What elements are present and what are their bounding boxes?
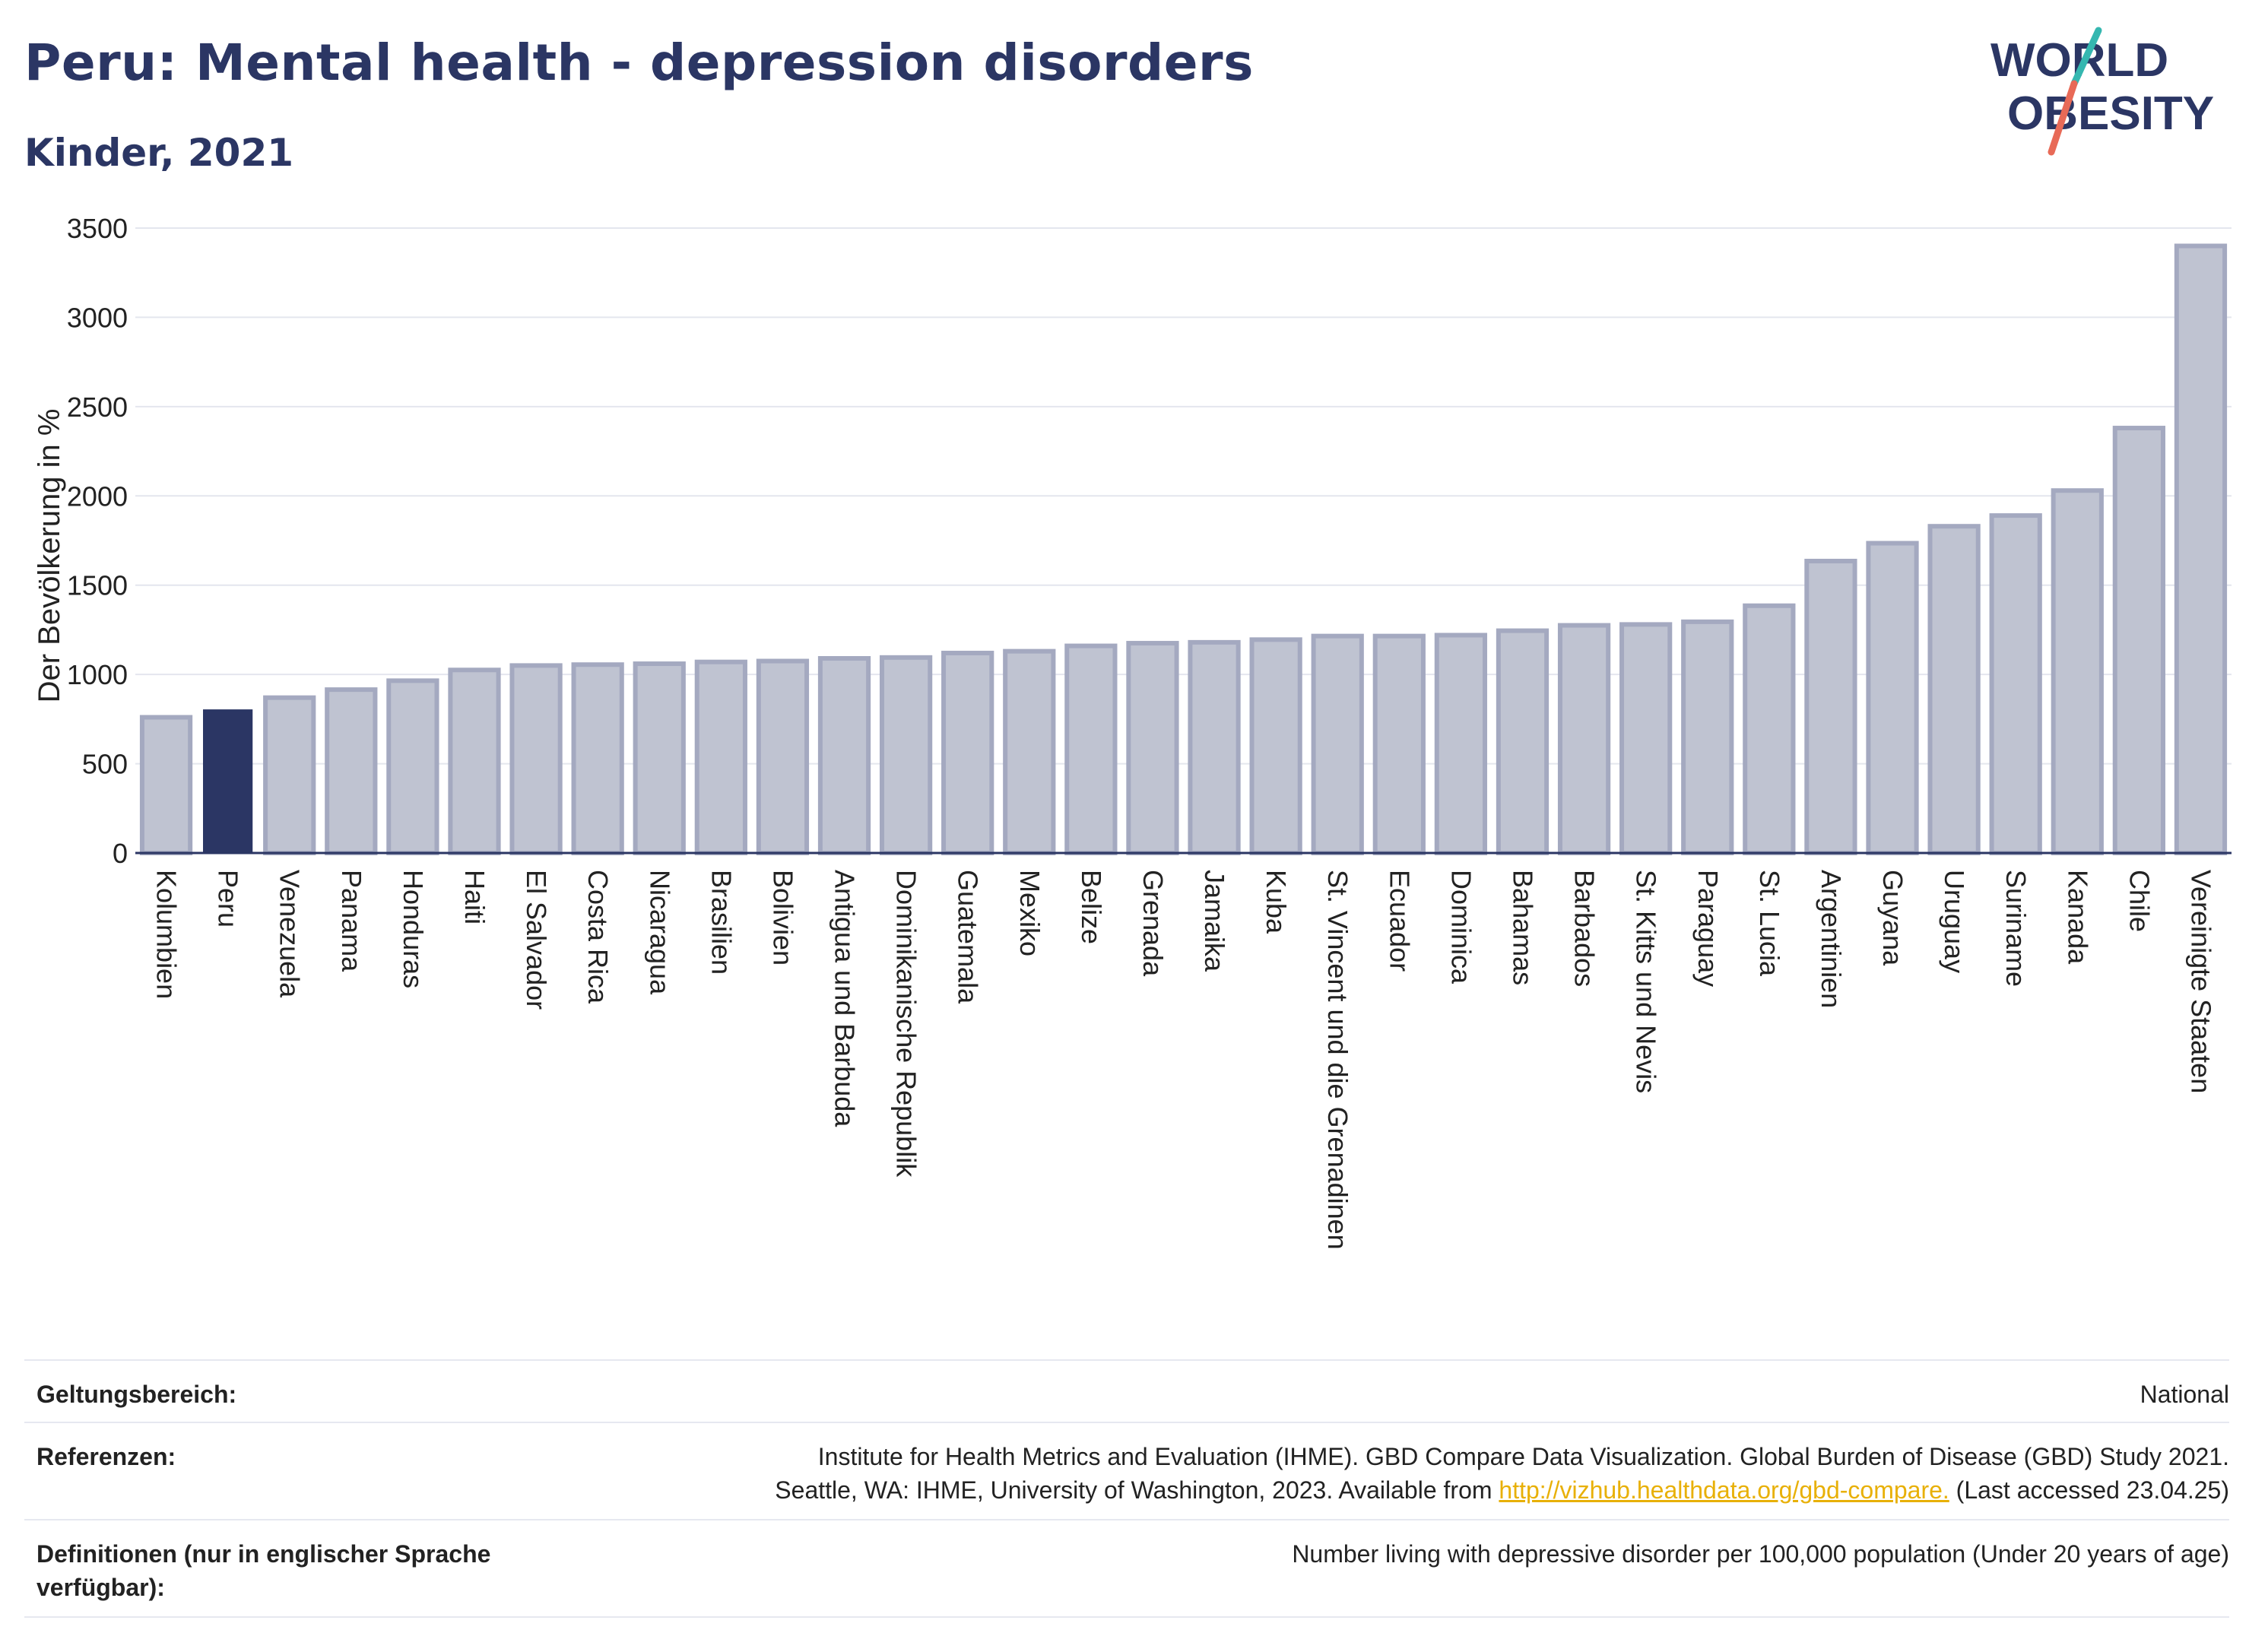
x-tick-label: Ecuador: [1384, 870, 1415, 972]
bar-argentinien: [1804, 559, 1857, 855]
references-row: Referenzen: Institute for Health Metrics…: [24, 1422, 2229, 1520]
bar-antigua-und-barbuda: [817, 656, 871, 856]
bar-uruguay: [1927, 524, 1981, 855]
bar-mexiko: [1003, 648, 1056, 856]
y-tick-label: 1000: [67, 659, 128, 690]
bar-guyana: [1866, 541, 1919, 855]
x-tick-label: Kanada: [2062, 870, 2093, 965]
y-tick-label: 500: [82, 749, 128, 780]
scope-row: Geltungsbereich: National: [24, 1359, 2229, 1423]
x-tick-label: Costa Rica: [582, 870, 614, 1004]
bar-grenada: [1126, 641, 1179, 855]
x-tick-label: Dominica: [1445, 870, 1477, 985]
bar-barbados: [1557, 623, 1611, 855]
x-tick-label: Peru: [213, 870, 244, 927]
bar-bahamas: [1496, 628, 1550, 855]
bar-belize: [1064, 643, 1118, 856]
x-tick-label: Bolivien: [767, 870, 798, 966]
references-text-pre: Seattle, WA: IHME, University of Washing…: [775, 1476, 1499, 1504]
chart-title: Peru: Mental health - depression disorde…: [24, 33, 1254, 92]
x-tick-label: Argentinien: [1816, 870, 1847, 1008]
y-tick-label: 2000: [67, 480, 128, 512]
logo-stroke-teal: [2070, 27, 2102, 87]
bar-costa-rica: [571, 662, 624, 855]
references-link[interactable]: http://vizhub.healthdata.org/gbd-compare…: [1499, 1476, 1949, 1504]
x-tick-label: El Salvador: [521, 870, 552, 1010]
references-line-1: Institute for Health Metrics and Evaluat…: [817, 1443, 2229, 1470]
references-text-post: (Last accessed 23.04.25): [1949, 1476, 2229, 1504]
x-tick-label: Honduras: [398, 870, 429, 988]
x-tick-label: Antigua und Barbuda: [829, 870, 861, 1127]
world-obesity-logo: WORLD OBESITY: [1990, 27, 2214, 156]
references-value: Institute for Health Metrics and Evaluat…: [633, 1440, 2229, 1507]
x-tick-label: Bahamas: [1507, 870, 1538, 985]
x-tick-label: Brasilien: [706, 870, 737, 975]
x-tick-label: Grenada: [1137, 870, 1169, 977]
bar-st-kitts-und-nevis: [1619, 622, 1673, 856]
x-tick-label: Barbados: [1569, 870, 1600, 987]
bar-peru: [203, 709, 253, 854]
x-tick-label: Uruguay: [1939, 870, 1970, 973]
bar-brasilien: [694, 659, 747, 856]
bar-chile: [2112, 426, 2165, 855]
x-tick-label: Guyana: [1877, 870, 1908, 966]
bar-kanada: [2051, 488, 2104, 855]
x-tick-label: Mexiko: [1014, 870, 1045, 956]
bar-vereinigte-staaten: [2174, 243, 2228, 855]
x-tick-label: Chile: [2124, 870, 2155, 932]
y-tick-label: 3500: [67, 213, 128, 244]
x-tick-label: St. Kitts und Nevis: [1631, 870, 1662, 1093]
x-tick-label: Vereinigte Staaten: [2185, 870, 2216, 1093]
bar-paraguay: [1681, 619, 1734, 855]
x-tick-label: St. Lucia: [1754, 870, 1785, 977]
x-tick-label: Suriname: [2000, 870, 2032, 987]
bar-bolivien: [756, 658, 810, 855]
bar-ecuador: [1372, 633, 1426, 855]
bar-nicaragua: [633, 661, 686, 856]
definitions-row: Definitionen (nur in englischer Sprache …: [24, 1519, 2229, 1618]
x-tick-label: Paraguay: [1692, 870, 1724, 987]
chart-subtitle: Kinder, 2021: [24, 131, 294, 175]
references-line-2: Seattle, WA: IHME, University of Washing…: [633, 1473, 2229, 1507]
y-tick-label: 2500: [67, 392, 128, 423]
x-tick-label: St. Vincent und die Grenadinen: [1322, 870, 1353, 1250]
bar-st-vincent-und-die-grenadinen: [1311, 633, 1364, 855]
x-tick-label: Jamaika: [1199, 870, 1230, 972]
definitions-value: Number living with depressive disorder p…: [1292, 1540, 2229, 1568]
logo-text-obesity: OBESITY: [2007, 87, 2214, 140]
bar-dominikanische-republik: [879, 655, 933, 855]
bar-jamaika: [1188, 639, 1241, 856]
x-tick-label: Kuba: [1261, 870, 1292, 934]
bar-suriname: [1989, 513, 2042, 855]
y-tick-label: 0: [113, 838, 128, 869]
x-tick-label: Belize: [1076, 870, 1107, 944]
definitions-label: Definitionen (nur in englischer Sprache …: [36, 1540, 491, 1601]
x-tick-label: Panama: [336, 870, 367, 972]
x-tick-label: Guatemala: [953, 870, 984, 1004]
bar-chart: 0 500 1000 1500 2000 2500 3000 3500 Der Bevölker…: [33, 213, 2232, 1250]
logo-stroke-coral: [2048, 80, 2078, 156]
bar-el-salvador: [509, 663, 563, 856]
bar-honduras: [386, 678, 439, 855]
bar-panama: [325, 687, 378, 855]
bar-kuba: [1249, 637, 1302, 855]
x-tick-label: Nicaragua: [644, 870, 675, 995]
scope-value: National: [2140, 1381, 2229, 1408]
x-tick-label: Haiti: [459, 870, 490, 924]
scope-label: Geltungsbereich:: [36, 1381, 237, 1408]
bar-guatemala: [941, 650, 994, 856]
bar-dominica: [1434, 633, 1488, 856]
bar-kolumbien: [139, 715, 193, 855]
bar-haiti: [448, 667, 501, 855]
y-tick-label: 1500: [67, 570, 128, 601]
x-tick-label: Venezuela: [274, 870, 306, 998]
y-tick-label: 3000: [67, 302, 128, 333]
x-tick-label: Kolumbien: [151, 870, 182, 999]
y-axis-title: Der Bevölkerung in %: [33, 409, 66, 703]
bar-venezuela: [263, 695, 316, 855]
x-tick-label: Dominikanische Republik: [891, 870, 922, 1178]
bar-st-lucia: [1743, 603, 1796, 855]
references-label: Referenzen:: [36, 1443, 176, 1470]
